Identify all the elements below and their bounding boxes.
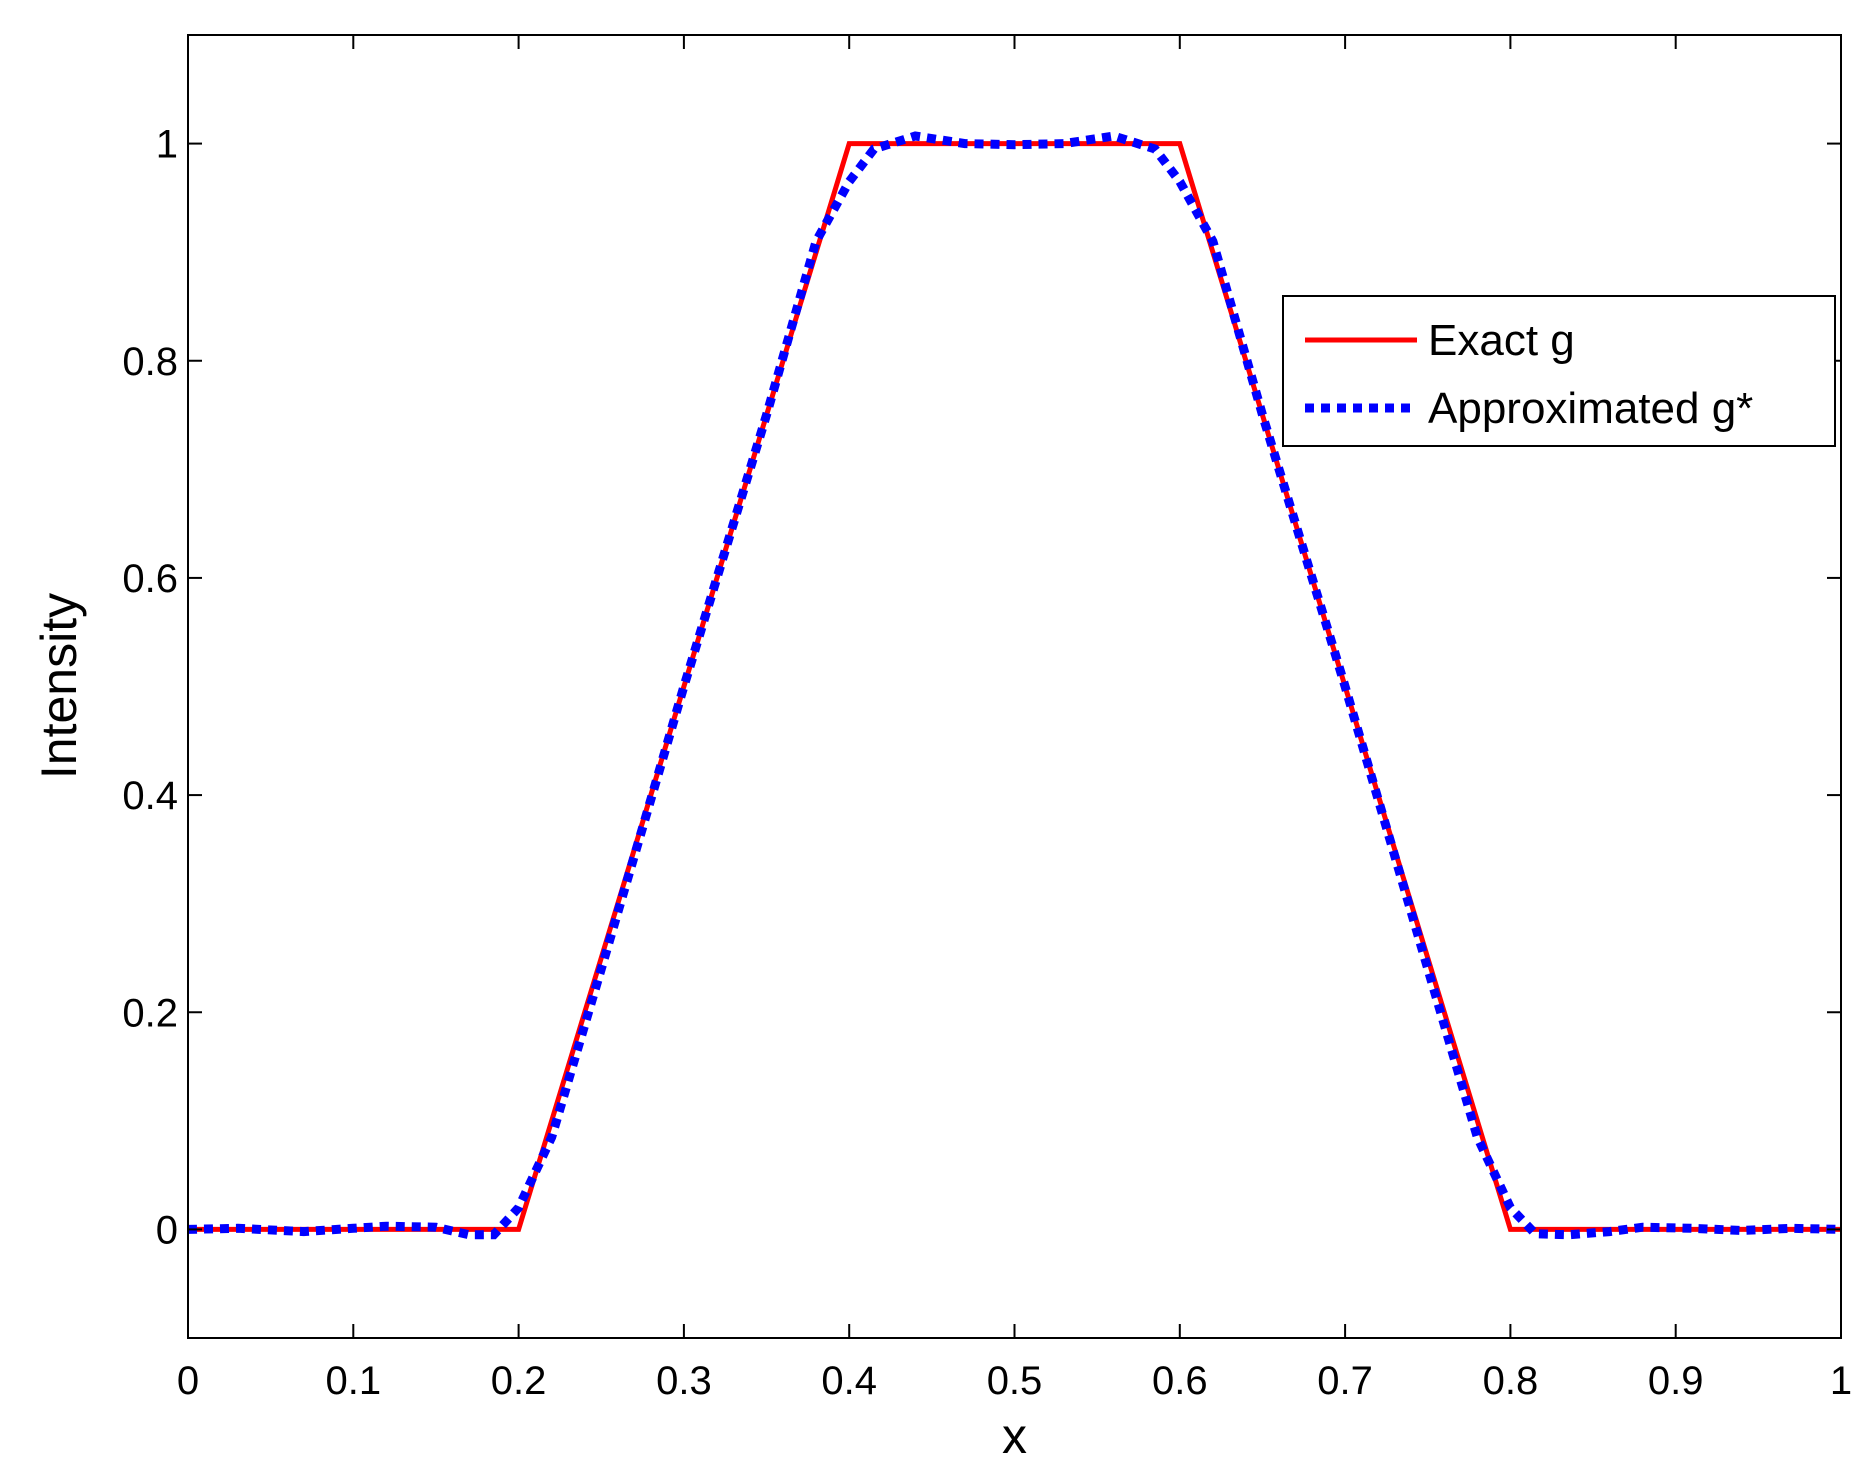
x-tick-label: 0.2 — [491, 1359, 547, 1403]
y-tick-label: 0.8 — [122, 340, 178, 384]
x-axis-title: x — [1002, 1408, 1027, 1464]
x-tick-label: 0.8 — [1483, 1359, 1539, 1403]
y-tick-label: 0.6 — [122, 557, 178, 601]
x-tick-label: 0.3 — [656, 1359, 712, 1403]
legend-box — [1282, 295, 1836, 447]
y-tick-label: 1 — [156, 123, 178, 167]
plot-area — [188, 35, 1841, 1338]
y-tick-label: 0 — [156, 1208, 178, 1252]
x-tick-label: 0.4 — [821, 1359, 877, 1403]
legend: Exact g Approximated g* — [1282, 295, 1836, 447]
series-layer — [187, 131, 1842, 1240]
y-tick-label: 0.4 — [122, 774, 178, 818]
x-tick-label: 0.6 — [1152, 1359, 1208, 1403]
x-tick-label: 0.1 — [325, 1359, 381, 1403]
x-tick-label: 0 — [177, 1359, 199, 1403]
x-tick-label: 1 — [1830, 1359, 1852, 1403]
legend-label-exact-g: Exact g — [1428, 316, 1575, 365]
series-line-1 — [187, 131, 1842, 1240]
x-tick-label: 0.9 — [1648, 1359, 1704, 1403]
x-tick-label: 0.7 — [1317, 1359, 1373, 1403]
tick-layer: 0 0.1 0.2 0.3 0.4 0.5 0.6 0.7 0.8 0.9 1 0 0.2 0.4 0.6 0… — [122, 35, 1852, 1403]
axes-box — [187, 34, 1842, 1339]
y-axis-title: Intensity — [31, 593, 87, 779]
legend-label-approximated-g: Approximated g* — [1428, 384, 1753, 433]
x-tick-label: 0.5 — [987, 1359, 1043, 1403]
y-tick-label: 0.2 — [122, 991, 178, 1035]
